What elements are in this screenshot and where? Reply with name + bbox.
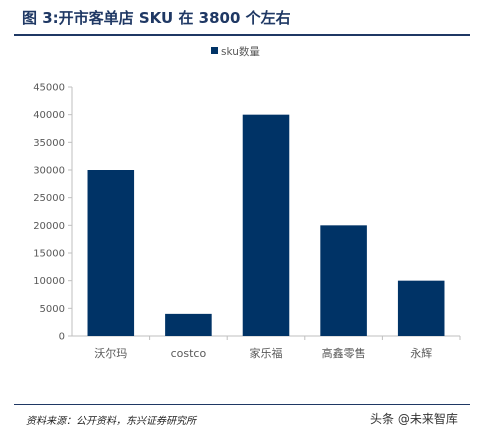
y-tick-label: 0 — [59, 332, 65, 343]
figure-title: 图 3:开市客单店 SKU 在 3800 个左右 — [22, 9, 291, 27]
x-tick-label: 永辉 — [410, 346, 432, 360]
y-tick-label: 35000 — [33, 138, 65, 149]
bar-2 — [242, 114, 290, 337]
bar-4 — [397, 280, 445, 336]
bar-3 — [320, 225, 367, 336]
bar-0 — [87, 170, 135, 336]
legend-label: sku数量 — [221, 45, 260, 58]
watermark: 头条 @未来智库 — [370, 412, 458, 426]
y-tick-label: 5000 — [40, 304, 65, 315]
y-tick-label: 40000 — [33, 110, 65, 121]
x-tick-label: 高鑫零售 — [322, 346, 366, 360]
y-tick-label: 15000 — [33, 249, 65, 260]
bar-chart: 0 5000 10000 15000 20000 25000 30000 35000 40000… — [33, 45, 461, 360]
footer-divider — [14, 404, 470, 405]
x-tick-label: costco — [171, 347, 207, 360]
y-tick-label: 10000 — [33, 276, 65, 287]
y-tick-label: 25000 — [33, 193, 65, 204]
x-tick-label: 沃尔玛 — [94, 347, 127, 360]
y-tick-label: 20000 — [33, 221, 65, 232]
bar-1 — [165, 313, 212, 336]
y-tick-label: 30000 — [33, 166, 65, 177]
x-tick-label: 家乐福 — [250, 346, 283, 360]
source-note: 资料来源：公开资料，东兴证券研究所 — [26, 416, 196, 427]
legend-swatch — [211, 47, 218, 54]
y-tick-label: 45000 — [33, 83, 65, 94]
title-divider — [14, 34, 470, 36]
